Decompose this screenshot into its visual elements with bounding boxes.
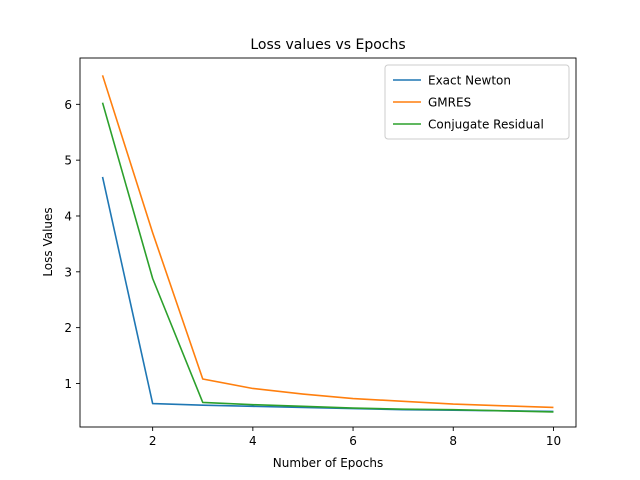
x-axis-label: Number of Epochs	[273, 456, 383, 470]
y-tick-label: 3	[64, 265, 72, 279]
legend: Exact Newton GMRES Conjugate Residual	[384, 64, 570, 140]
y-tick-label: 4	[64, 209, 72, 223]
y-axis: 1 2 3 4 5 6	[64, 98, 80, 391]
legend-label: GMRES	[428, 96, 471, 110]
x-tick-label: 4	[249, 434, 257, 448]
y-axis-label: Loss Values	[41, 207, 55, 276]
y-tick-label: 5	[64, 154, 72, 168]
x-tick-label: 6	[349, 434, 357, 448]
x-tick-label: 2	[149, 434, 157, 448]
series-layer	[101, 75, 554, 413]
series-line-3	[101, 102, 554, 413]
chart-title: Loss values vs Epochs	[250, 37, 405, 53]
x-axis: 2 4 6 8 10	[149, 427, 561, 448]
y-tick-label: 2	[64, 321, 72, 335]
legend-label: Conjugate Residual	[428, 118, 544, 132]
y-tick-label: 6	[64, 98, 72, 112]
series-line-1	[101, 176, 554, 413]
x-tick-label: 10	[546, 434, 561, 448]
plot-frame	[79, 57, 577, 428]
legend-frame	[384, 64, 570, 140]
y-tick-label: 1	[64, 377, 72, 391]
series-line-2	[101, 75, 554, 409]
legend-label: Exact Newton	[428, 74, 511, 88]
x-tick-label: 8	[449, 434, 457, 448]
